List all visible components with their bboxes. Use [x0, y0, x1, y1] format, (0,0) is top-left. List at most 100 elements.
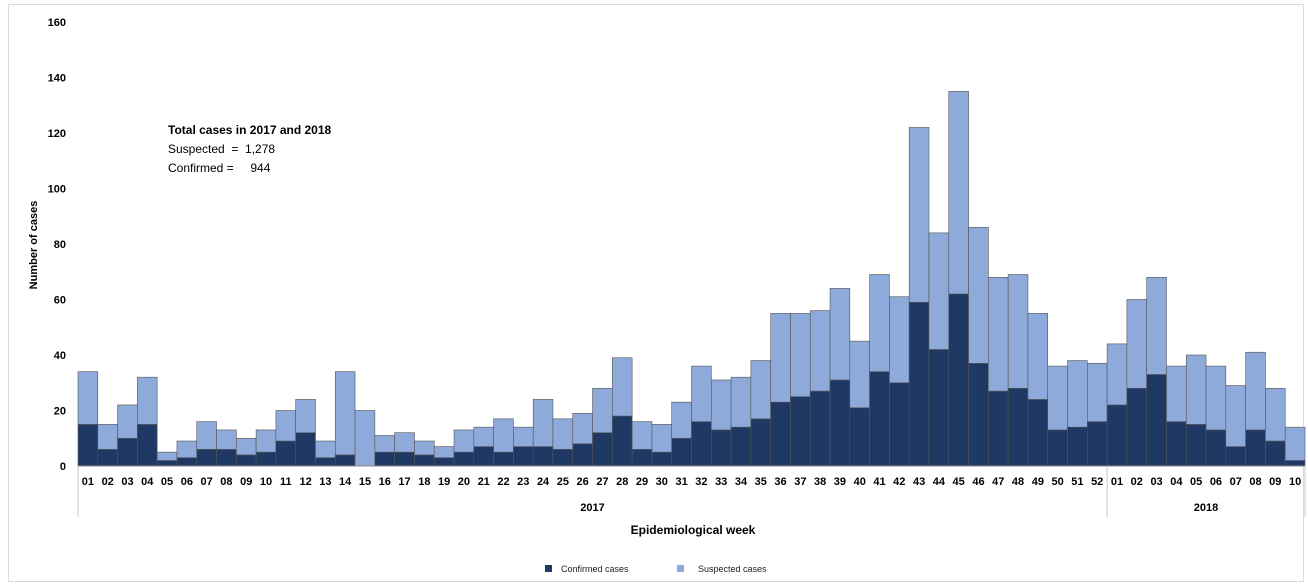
bar-suspected: [513, 426, 534, 447]
bar-suspected: [908, 127, 930, 303]
bar-suspected: [730, 376, 752, 428]
bar-suspected: [849, 340, 870, 409]
bar-suspected: [750, 360, 771, 420]
x-tick-label: 42: [893, 476, 905, 488]
bar-confirmed: [295, 432, 316, 467]
bar-suspected: [295, 399, 316, 433]
x-tick-label: 10: [260, 476, 272, 488]
bar-suspected: [988, 276, 1009, 392]
x-tick-label: 03: [1150, 476, 1162, 488]
bar-suspected: [1225, 385, 1246, 447]
bar-confirmed: [691, 421, 712, 467]
bar-suspected: [592, 387, 613, 433]
annotation-title: Total cases in 2017 and 2018: [168, 123, 332, 137]
bar-confirmed: [790, 396, 811, 467]
bar-confirmed: [255, 451, 277, 467]
bar-suspected: [453, 429, 475, 453]
bar-suspected: [493, 418, 514, 453]
x-tick-label: 29: [636, 476, 648, 488]
bar-suspected: [829, 288, 851, 381]
y-tick-label: 20: [54, 406, 66, 418]
bar-suspected: [572, 412, 593, 445]
bar-confirmed: [750, 418, 771, 467]
x-tick-label: 32: [695, 476, 707, 488]
x-tick-label: 28: [616, 476, 628, 488]
bar-confirmed: [156, 460, 178, 467]
bar-suspected: [691, 365, 712, 422]
bar-confirmed: [631, 449, 653, 467]
annotation-confirmed: Confirmed = 944: [168, 161, 271, 175]
bar-suspected: [334, 371, 356, 456]
x-tick-label: 46: [972, 476, 984, 488]
x-tick-label: 21: [478, 476, 490, 488]
x-tick-label: 31: [675, 476, 687, 488]
x-tick-label: 08: [1249, 476, 1261, 488]
y-tick-label: 120: [48, 128, 66, 140]
bar-confirmed: [374, 451, 395, 467]
bar-suspected: [968, 227, 989, 364]
bar-confirmed: [453, 451, 475, 467]
y-tick-label: 160: [48, 17, 66, 29]
bar-suspected: [631, 421, 653, 450]
bar-suspected: [1047, 365, 1068, 431]
x-tick-label: 11: [280, 476, 292, 488]
bar-confirmed: [1106, 404, 1128, 467]
x-tick-label: 13: [319, 476, 331, 488]
x-tick-label: 02: [1131, 476, 1143, 488]
bar-suspected: [255, 429, 277, 453]
bar-suspected: [869, 274, 890, 372]
bar-confirmed: [730, 426, 752, 467]
bar-confirmed: [829, 379, 851, 467]
x-tick-label: 48: [1012, 476, 1024, 488]
bar-suspected: [1205, 365, 1227, 431]
x-tick-label: 10: [1289, 476, 1301, 488]
bar-suspected: [1106, 343, 1128, 406]
bar-suspected: [137, 376, 158, 425]
bar-suspected: [889, 296, 910, 384]
x-tick-label: 47: [992, 476, 1004, 488]
bar-suspected: [671, 401, 692, 439]
x-tick-label: 52: [1091, 476, 1103, 488]
bar-suspected: [1027, 313, 1049, 400]
bar-confirmed: [1225, 446, 1246, 467]
bar-confirmed: [849, 407, 870, 467]
chart-frame: [8, 4, 1304, 582]
bar-confirmed: [612, 415, 633, 467]
bar-confirmed: [1047, 429, 1068, 467]
x-tick-label: 09: [240, 476, 252, 488]
annotation-box: Total cases in 2017 and 2018 Suspected =…: [168, 123, 332, 175]
bars: [77, 91, 1306, 467]
bar-confirmed: [908, 301, 930, 467]
y-tick-label: 60: [54, 295, 66, 307]
bar-confirmed: [275, 440, 296, 467]
bar-suspected: [1245, 351, 1266, 431]
x-tick-label: 45: [953, 476, 965, 488]
annotation-suspected: Suspected = 1,278: [168, 142, 275, 156]
year-label: 2017: [580, 502, 604, 514]
x-tick-label: 33: [715, 476, 727, 488]
bar-confirmed: [651, 451, 673, 467]
bar-confirmed: [117, 437, 138, 467]
bar-confirmed: [473, 446, 494, 467]
bar-suspected: [156, 451, 178, 461]
bar-confirmed: [532, 446, 554, 467]
bar-suspected: [552, 418, 574, 450]
bar-suspected: [97, 424, 118, 450]
bar-confirmed: [928, 349, 950, 467]
bar-confirmed: [1284, 460, 1306, 467]
bar-confirmed: [196, 449, 217, 467]
bar-confirmed: [315, 457, 336, 467]
x-tick-label: 01: [82, 476, 94, 488]
x-tick-label: 03: [121, 476, 133, 488]
x-tick-label: 35: [755, 476, 767, 488]
bar-suspected: [117, 404, 138, 439]
bar-confirmed: [1166, 421, 1187, 467]
x-tick-label: 30: [656, 476, 668, 488]
x-tick-label: 49: [1032, 476, 1044, 488]
bar-suspected: [473, 426, 494, 447]
bar-confirmed: [97, 449, 118, 467]
x-tick-label: 14: [339, 476, 352, 488]
x-tick-label: 08: [220, 476, 232, 488]
